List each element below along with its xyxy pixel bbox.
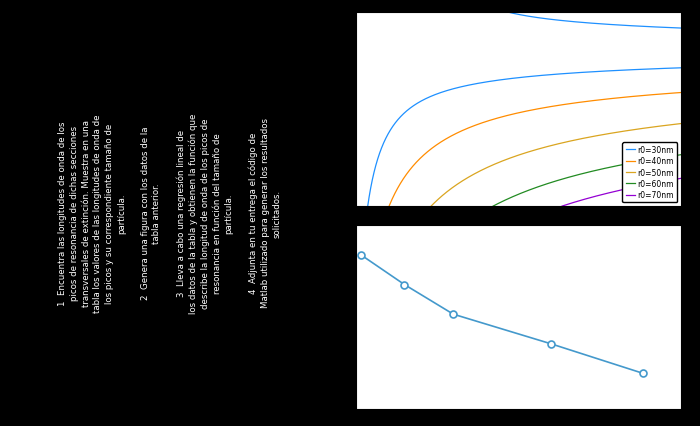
Line: r0=30nm: r0=30nm bbox=[368, 13, 700, 207]
r0=30nm bbox=[368, 179, 376, 184]
Line: r0=50nm: r0=50nm bbox=[431, 13, 700, 207]
r0=30nm bbox=[364, 200, 372, 205]
r0=60nm bbox=[496, 200, 505, 205]
r0=50nm bbox=[430, 200, 439, 205]
r0=30nm bbox=[459, 84, 468, 89]
r0=50nm bbox=[427, 204, 435, 209]
Y-axis label: Longitud de onda (nm): Longitud de onda (nm) bbox=[307, 54, 317, 165]
r0=30nm bbox=[503, 10, 511, 15]
r0=40nm bbox=[398, 179, 406, 184]
Legend: r0=30nm, r0=40nm, r0=50nm, r0=60nm, r0=70nm: r0=30nm, r0=40nm, r0=50nm, r0=60nm, r0=7… bbox=[622, 143, 678, 203]
r0=40nm bbox=[386, 200, 395, 205]
Y-axis label: Tamaño de NP (nm): Tamaño de NP (nm) bbox=[318, 269, 329, 366]
r0=70nm bbox=[659, 179, 668, 184]
Line: r0=40nm: r0=40nm bbox=[389, 13, 700, 207]
Line: r0=70nm: r0=70nm bbox=[562, 13, 700, 207]
r0=40nm bbox=[385, 204, 393, 209]
Line: r0=60nm: r0=60nm bbox=[493, 13, 700, 207]
r0=60nm bbox=[489, 204, 497, 209]
r0=40nm bbox=[648, 93, 656, 98]
r0=60nm bbox=[550, 179, 559, 184]
r0=70nm bbox=[570, 200, 578, 205]
Text: 1  Encuentra las longitudes de onda de los
picos de resonancia de dichas seccion: 1 Encuentra las longitudes de onda de lo… bbox=[58, 113, 281, 313]
r0=30nm bbox=[363, 204, 372, 209]
Text: $\times10^4$: $\times10^4$ bbox=[687, 0, 700, 9]
r0=70nm bbox=[558, 204, 566, 209]
r0=30nm bbox=[430, 93, 439, 98]
r0=50nm bbox=[458, 179, 466, 184]
X-axis label: Qext (U.A): Qext (U.A) bbox=[491, 231, 545, 241]
